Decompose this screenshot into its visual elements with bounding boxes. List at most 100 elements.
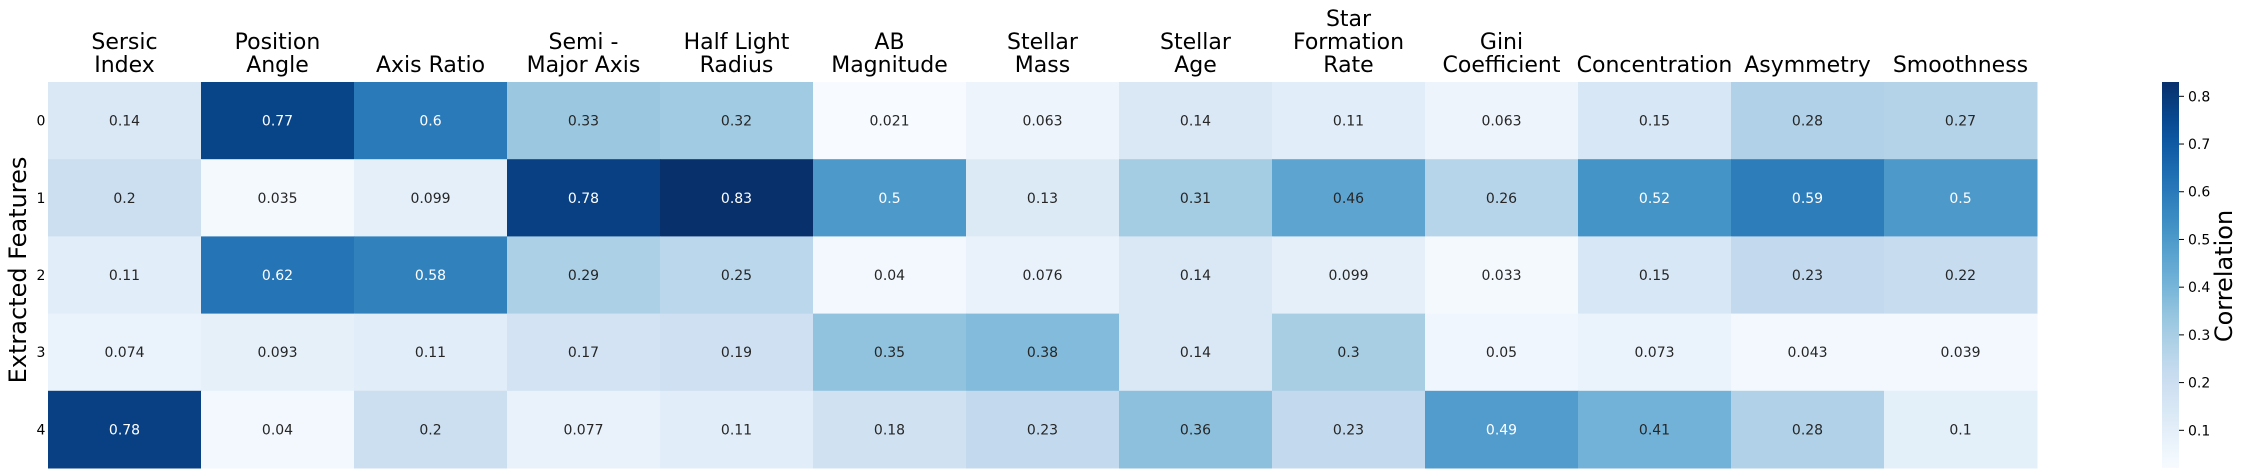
heatmap-cell [1119,313,1273,392]
cell-value-label: 0.13 [1027,191,1058,207]
column-label: Angle [246,53,309,78]
column-label: Major Axis [527,53,641,78]
colorbar-tick-label: 0.5 [2188,232,2210,248]
heatmap-cell [354,82,508,160]
heatmap-cell [660,313,814,392]
heatmap-cell [507,82,661,160]
colorbar [2162,82,2179,468]
column-label: Coefficient [1443,53,1561,78]
heatmap-cell [1272,159,1426,237]
cell-value-label: 0.23 [1333,422,1364,438]
cell-value-label: 0.5 [1949,191,1971,207]
row-label: 2 [37,268,46,284]
column-label: Mass [1015,53,1070,78]
cell-value-label: 0.2 [419,422,441,438]
cell-value-label: 0.05 [1486,345,1517,361]
colorbar-tick-label: 0.1 [2188,423,2210,439]
heatmap-cell [1272,82,1426,160]
heatmap-cell [660,236,814,315]
cell-value-label: 0.83 [721,191,752,207]
cell-value-label: 0.36 [1180,422,1211,438]
heatmap-cell [1119,82,1273,160]
cell-value-label: 0.04 [262,422,293,438]
cell-value-label: 0.043 [1787,345,1827,361]
heatmap-cell [966,82,1120,160]
heatmap-cell [966,159,1120,237]
cell-value-label: 0.14 [109,114,140,130]
cell-value-label: 0.41 [1639,422,1670,438]
heatmap-cell [1884,236,2038,315]
cell-value-label: 0.14 [1180,345,1211,361]
cell-value-label: 0.28 [1792,422,1823,438]
heatmap-cell [1425,390,1579,469]
cell-value-label: 0.62 [262,268,293,284]
column-label: Gini [1480,30,1523,55]
row-label: 0 [37,114,46,130]
column-label: Age [1174,53,1217,78]
cell-value-label: 0.32 [721,114,752,130]
cell-value-label: 0.063 [1022,114,1062,130]
cell-value-label: 0.5 [878,191,900,207]
heatmap-cell [1578,82,1732,160]
column-label: Star [1326,7,1372,32]
heatmap-cell [354,390,508,469]
colorbar-tick-label: 0.8 [2188,89,2210,105]
cell-value-label: 0.11 [1333,114,1364,130]
cell-value-label: 0.38 [1027,345,1058,361]
column-label: Radius [700,53,774,78]
cell-value-label: 0.1 [1949,422,1971,438]
colorbar-tick-label: 0.6 [2188,185,2210,201]
column-label: Stellar [1160,30,1232,55]
heatmap-cell [48,159,202,237]
cell-value-label: 0.46 [1333,191,1364,207]
heatmap-cell [201,82,355,160]
heatmap-cell [48,313,202,392]
heatmap-cell [813,82,967,160]
colorbar-tick-label: 0.7 [2188,137,2210,153]
heatmap-cell [1119,236,1273,315]
heatmap-cell [1884,390,2038,469]
heatmap-cell [966,236,1120,315]
cell-value-label: 0.23 [1027,422,1058,438]
heatmap-cell [1425,159,1579,237]
cell-value-label: 0.11 [109,268,140,284]
cell-value-label: 0.23 [1792,268,1823,284]
heatmap-cell [966,313,1120,392]
heatmap-cell [1425,236,1579,315]
colorbar-tick-label: 0.3 [2188,328,2210,344]
heatmap-cell [813,313,967,392]
heatmap-cell [1425,82,1579,160]
cell-value-label: 0.11 [721,422,752,438]
cell-value-label: 0.077 [563,422,603,438]
cell-value-label: 0.093 [257,345,297,361]
heatmap-cell [354,236,508,315]
cell-value-label: 0.59 [1792,191,1823,207]
colorbar-label: Correlation [2210,210,2238,342]
heatmap-cell [813,390,967,469]
column-label: Axis Ratio [376,53,485,78]
cell-value-label: 0.14 [1180,114,1211,130]
column-label: Position [235,30,321,55]
heatmap-cell [354,159,508,237]
column-label: Smoothness [1893,53,2028,78]
cell-value-label: 0.27 [1945,114,1976,130]
row-label: 3 [37,345,46,361]
heatmap-cells: 0.14 0.77 0.6 0.33 0.32 0.021 0.063 0.14 0.11 0.0… [48,82,2038,469]
row-label: 1 [37,191,46,207]
column-label: AB [874,30,904,55]
column-label: Semi - [549,30,619,55]
heatmap-cell [48,82,202,160]
cell-value-label: 0.14 [1180,268,1211,284]
cell-value-label: 0.33 [568,114,599,130]
cell-value-label: 0.04 [874,268,905,284]
column-label: Formation [1293,30,1404,55]
cell-value-label: 0.039 [1940,345,1980,361]
column-label: Stellar [1007,30,1079,55]
cell-value-label: 0.033 [1481,268,1521,284]
heatmap-cell [1731,390,1885,469]
cell-value-label: 0.17 [568,345,599,361]
heatmap-cell [1578,159,1732,237]
cell-value-label: 0.25 [721,268,752,284]
